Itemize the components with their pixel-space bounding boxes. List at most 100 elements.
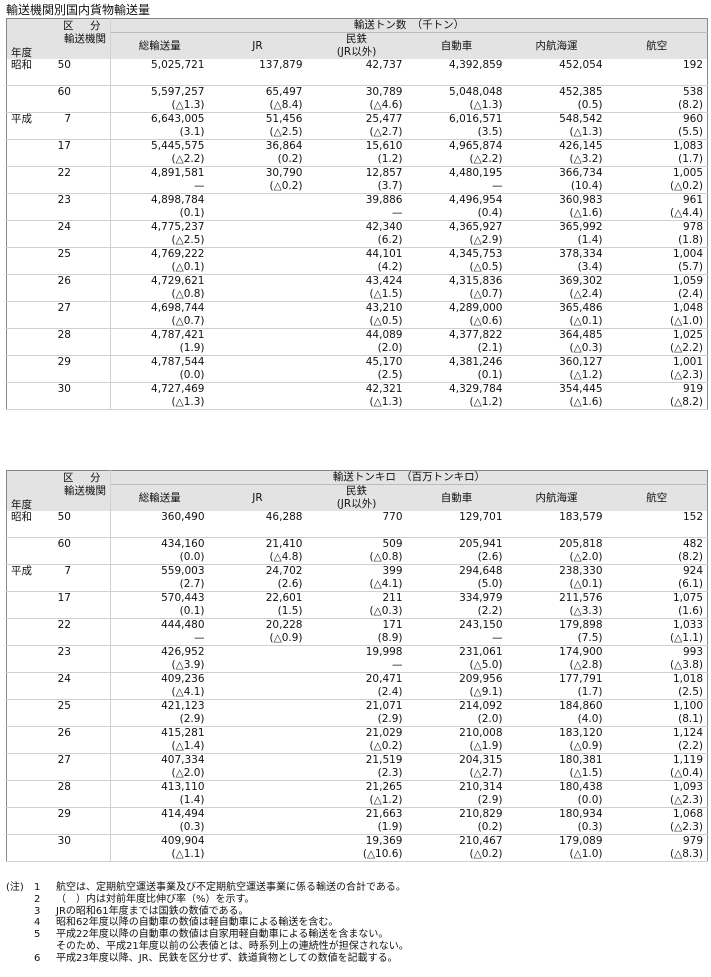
rate-cell: (0.0)	[110, 551, 209, 565]
rate-cell: (△1.3)	[110, 99, 209, 113]
value-cell: 205,941	[459, 538, 503, 550]
rate-cell: (2.1)	[406, 342, 507, 356]
value-cell: 444,480	[161, 619, 205, 631]
year-cell: 平成 7	[6, 112, 111, 140]
table-row: 60 434,160 21,410 509 205,941 205,818 482	[6, 537, 708, 565]
rate-cell: —	[406, 180, 507, 194]
rate-cell	[208, 659, 307, 673]
value-cell: 205,818	[559, 538, 603, 550]
rate-cell: (0.2)	[406, 821, 507, 835]
rate-cell: (0.1)	[110, 207, 209, 221]
rate-cell: (△0.1)	[506, 315, 607, 329]
value-cell: 183,120	[559, 727, 603, 739]
year-label: 25	[57, 248, 71, 260]
year-cell: 24	[6, 220, 111, 248]
value-cell: 1,059	[672, 275, 703, 287]
rate-cell: (△0.7)	[110, 315, 209, 329]
note-row: そのため、平成21年度以前の公表値とは、時系列上の連続性が担保されない。	[6, 941, 409, 953]
value-cell: 4,727,469	[151, 383, 205, 395]
rate-cell: (△4.4)	[606, 207, 708, 221]
header-corner: 区 分 輸送機関 年度	[6, 470, 111, 511]
rate-cell: (0.1)	[110, 605, 209, 619]
value-cell: 1,100	[672, 700, 703, 712]
rate-cell: (1.2)	[306, 153, 407, 167]
value-cell: 979	[682, 835, 703, 847]
value-cell: 231,061	[459, 646, 503, 658]
rate-cell: (△0.8)	[306, 551, 407, 565]
value-cell: 4,775,237	[151, 221, 205, 233]
value-cell	[209, 248, 307, 262]
value-cell: 4,891,581	[151, 167, 205, 179]
value-cell: 21,071	[365, 700, 403, 712]
value-cell: 43,210	[365, 302, 403, 314]
rate-cell: (2.6)	[208, 578, 307, 592]
value-cell: 1,124	[672, 727, 703, 739]
value-cell: 1,083	[672, 140, 703, 152]
value-cell: 210,008	[459, 727, 503, 739]
rate-cell: (8.9)	[306, 632, 407, 646]
rate-cell: (0.3)	[110, 821, 209, 835]
col-jidosha: 自動車	[406, 32, 507, 59]
value-cell: 30,790	[265, 167, 303, 179]
rate-cell: (2.2)	[406, 605, 507, 619]
value-cell	[209, 275, 307, 289]
value-cell: 1,033	[672, 619, 703, 631]
value-cell: 21,265	[365, 781, 403, 793]
value-cell: 21,029	[365, 727, 403, 739]
rate-cell	[208, 342, 307, 356]
value-cell: 25,477	[365, 113, 403, 125]
table-row: (△0.1) (4.2) (△0.5) (3.4) (5.7)	[7, 261, 708, 275]
year-label: 7	[64, 565, 71, 577]
rate-cell: (△1.6)	[506, 207, 607, 221]
table-row: 28 413,110 21,265 210,314 180,438 1,093	[6, 780, 708, 808]
note-number: 3	[34, 905, 41, 917]
value-cell: 1,048	[672, 302, 703, 314]
rate-cell: (5.7)	[606, 261, 708, 275]
year-label: 27	[57, 754, 71, 766]
table-row: 24 409,236 20,471 209,956 177,791 1,018	[6, 672, 708, 700]
year-label: 7	[64, 113, 71, 125]
rate-cell: (△4.8)	[208, 551, 307, 565]
rate-cell: (△0.4)	[606, 767, 708, 781]
era-label: 平成	[11, 565, 32, 577]
value-cell: 209,956	[459, 673, 503, 685]
table-row: 23 4,898,784 39,886 4,496,954 360,983 961	[6, 193, 708, 221]
tonkm-body: 昭和 50 360,490 46,288 770 129,701 183,579 152 60 4…	[6, 511, 708, 862]
table-row: 28 4,787,421 44,089 4,377,822 364,485 1,025	[6, 328, 708, 356]
value-cell: 919	[682, 383, 703, 395]
rate-cell: (△1.0)	[606, 315, 708, 329]
year-label: 23	[57, 646, 71, 658]
rate-cell	[506, 72, 607, 86]
rate-cell: (2.5)	[306, 369, 407, 383]
table-row: (0.1) — (0.4) (△1.6) (△4.4)	[7, 207, 708, 221]
value-cell: 4,329,784	[449, 383, 503, 395]
value-cell: 924	[682, 565, 703, 577]
rate-cell: (△2.5)	[208, 126, 307, 140]
value-cell: 4,496,954	[449, 194, 503, 206]
year-cell: 17	[6, 139, 111, 167]
value-cell: 46,288	[265, 511, 303, 523]
note-row: 4 昭和62年度以降の自動車の数値は軽自動車による輸送を含む。	[6, 917, 409, 929]
value-cell: 22,601	[265, 592, 303, 604]
rate-cell	[110, 72, 209, 86]
value-cell	[209, 646, 307, 660]
value-cell: 183,579	[559, 511, 603, 523]
rate-cell: (2.0)	[306, 342, 407, 356]
rate-cell: (4.2)	[306, 261, 407, 275]
year-cell: 60	[6, 537, 111, 565]
value-cell: 1,018	[672, 673, 703, 685]
value-cell: 1,004	[672, 248, 703, 260]
value-cell: 180,934	[559, 808, 603, 820]
year-label: 26	[57, 727, 71, 739]
rate-cell: (1.6)	[606, 605, 708, 619]
value-cell: 426,952	[161, 646, 205, 658]
table-row: (△0.7) (△0.5) (△0.6) (△0.1) (△1.0)	[7, 315, 708, 329]
year-cell: 24	[6, 672, 111, 700]
value-cell: 137,879	[259, 59, 303, 71]
year-cell: 28	[6, 328, 111, 356]
value-cell: 51,456	[265, 113, 303, 125]
rate-cell	[208, 288, 307, 302]
value-cell: 1,093	[672, 781, 703, 793]
value-cell: 961	[682, 194, 703, 206]
rate-cell: (2.9)	[110, 713, 209, 727]
